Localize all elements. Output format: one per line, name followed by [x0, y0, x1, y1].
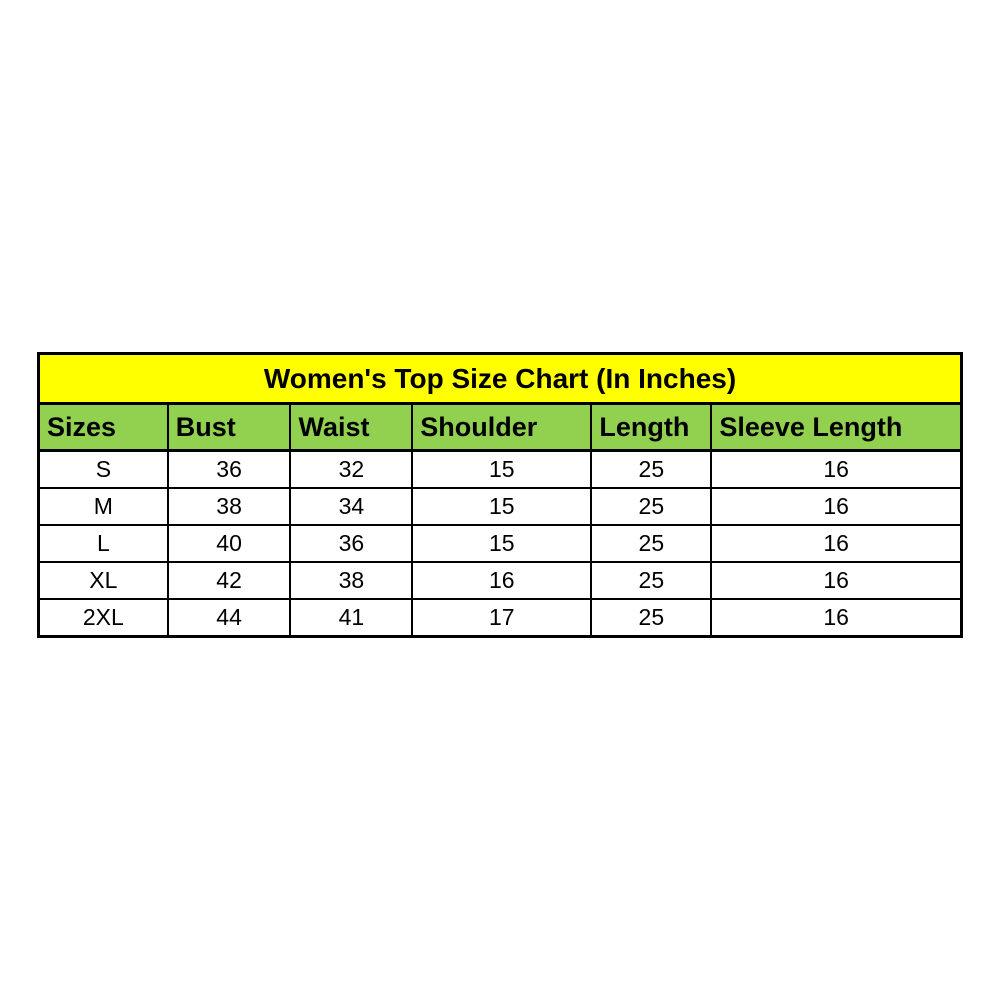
table-row-2xl: 2XL 44 41 17 25 16: [37, 598, 963, 638]
title-row: Women's Top Size Chart (In Inches): [37, 352, 963, 405]
chart-title: Women's Top Size Chart (In Inches): [37, 352, 963, 405]
column-header-sleeve-length: Sleeve Length: [710, 402, 963, 452]
size-label-cell: M: [37, 487, 169, 526]
measurement-cell: 16: [710, 449, 963, 489]
measurement-cell: 32: [289, 449, 414, 489]
measurement-cell: 16: [710, 598, 963, 638]
measurement-cell: 16: [710, 487, 963, 526]
measurement-cell: 25: [590, 487, 713, 526]
table-row-m: M 38 34 15 25 16: [37, 487, 963, 526]
measurement-cell: 41: [289, 598, 414, 638]
measurement-cell: 38: [289, 561, 414, 600]
measurement-cell: 25: [590, 598, 713, 638]
column-header-bust: Bust: [166, 402, 292, 452]
measurement-cell: 16: [710, 561, 963, 600]
measurement-cell: 40: [166, 524, 292, 563]
column-header-sizes: Sizes: [37, 402, 169, 452]
measurement-cell: 15: [411, 449, 593, 489]
measurement-cell: 36: [289, 524, 414, 563]
size-label-cell: L: [37, 524, 169, 563]
size-label-cell: XL: [37, 561, 169, 600]
column-header-shoulder: Shoulder: [411, 402, 593, 452]
measurement-cell: 36: [166, 449, 292, 489]
header-row: Sizes Bust Waist Shoulder Length Sleeve Lengt…: [37, 402, 963, 452]
measurement-cell: 16: [710, 524, 963, 563]
table-body: S 36 32 15 25 16 M 38 34 15 25 16 L 40 36 15 25 16 XL 42 38 1…: [37, 449, 963, 638]
measurement-cell: 44: [166, 598, 292, 638]
table-row-l: L 40 36 15 25 16: [37, 524, 963, 563]
measurement-cell: 17: [411, 598, 593, 638]
column-header-waist: Waist: [289, 402, 414, 452]
measurement-cell: 38: [166, 487, 292, 526]
measurement-cell: 15: [411, 487, 593, 526]
measurement-cell: 42: [166, 561, 292, 600]
measurement-cell: 25: [590, 524, 713, 563]
size-chart-table: Women's Top Size Chart (In Inches) Sizes…: [37, 352, 963, 638]
column-header-length: Length: [590, 402, 713, 452]
table-row-xl: XL 42 38 16 25 16: [37, 561, 963, 600]
measurement-cell: 25: [590, 561, 713, 600]
measurement-cell: 15: [411, 524, 593, 563]
size-chart: Women's Top Size Chart (In Inches) Sizes…: [37, 352, 963, 638]
table-row-s: S 36 32 15 25 16: [37, 449, 963, 489]
measurement-cell: 16: [411, 561, 593, 600]
measurement-cell: 34: [289, 487, 414, 526]
size-label-cell: S: [37, 449, 169, 489]
size-label-cell: 2XL: [37, 598, 169, 638]
measurement-cell: 25: [590, 449, 713, 489]
